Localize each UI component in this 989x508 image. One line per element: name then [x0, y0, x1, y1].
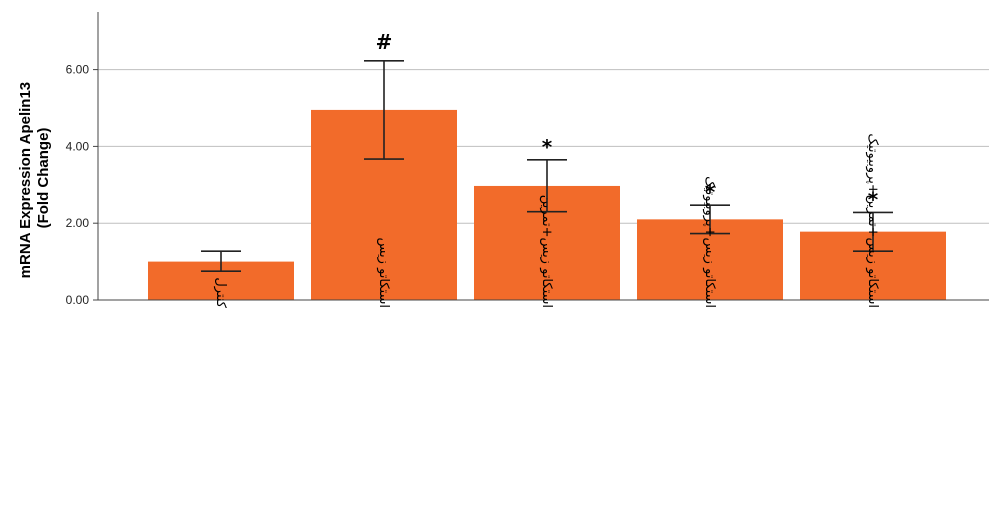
y-axis-label: mRNA Expression Apelin13 (Fold Change)	[17, 78, 52, 279]
axes	[97, 12, 989, 301]
significance-mark: *	[542, 135, 553, 159]
x-category-labels: کنترل استکاتو زیس استکاتو زیس+تمرین استکاتو…	[213, 133, 880, 308]
y-tick-labels: 0.00 2.00 4.00 6.00	[66, 63, 98, 307]
x-category-label: استکاتو زیس	[376, 237, 391, 308]
significance-mark: *	[705, 180, 716, 204]
significance-marks: # * * *	[376, 30, 879, 212]
y-tick-label: 4.00	[66, 139, 90, 153]
error-bar	[527, 159, 567, 213]
x-category-label: استکاتو زیس+تمرین+پروبیوتیک	[865, 133, 880, 308]
x-category-label: استکاتو زیس+پروبیوتیک	[702, 176, 717, 308]
x-category-label: کنترل	[213, 277, 228, 308]
error-bar	[201, 250, 241, 273]
error-bar	[690, 204, 730, 235]
significance-mark: *	[868, 187, 879, 211]
y-tick-label: 6.00	[66, 63, 90, 77]
y-tick-label: 2.00	[66, 216, 90, 230]
x-category-label: استکاتو زیس+تمرین	[539, 195, 554, 308]
y-axis-label-line2: (Fold Change)	[35, 128, 52, 229]
error-bars	[201, 59, 893, 273]
y-axis-label-line1: mRNA Expression Apelin13	[17, 82, 34, 278]
significance-mark: #	[376, 30, 393, 54]
error-bar	[853, 211, 893, 253]
error-bar	[364, 59, 404, 160]
y-tick-label: 0.00	[66, 293, 90, 307]
